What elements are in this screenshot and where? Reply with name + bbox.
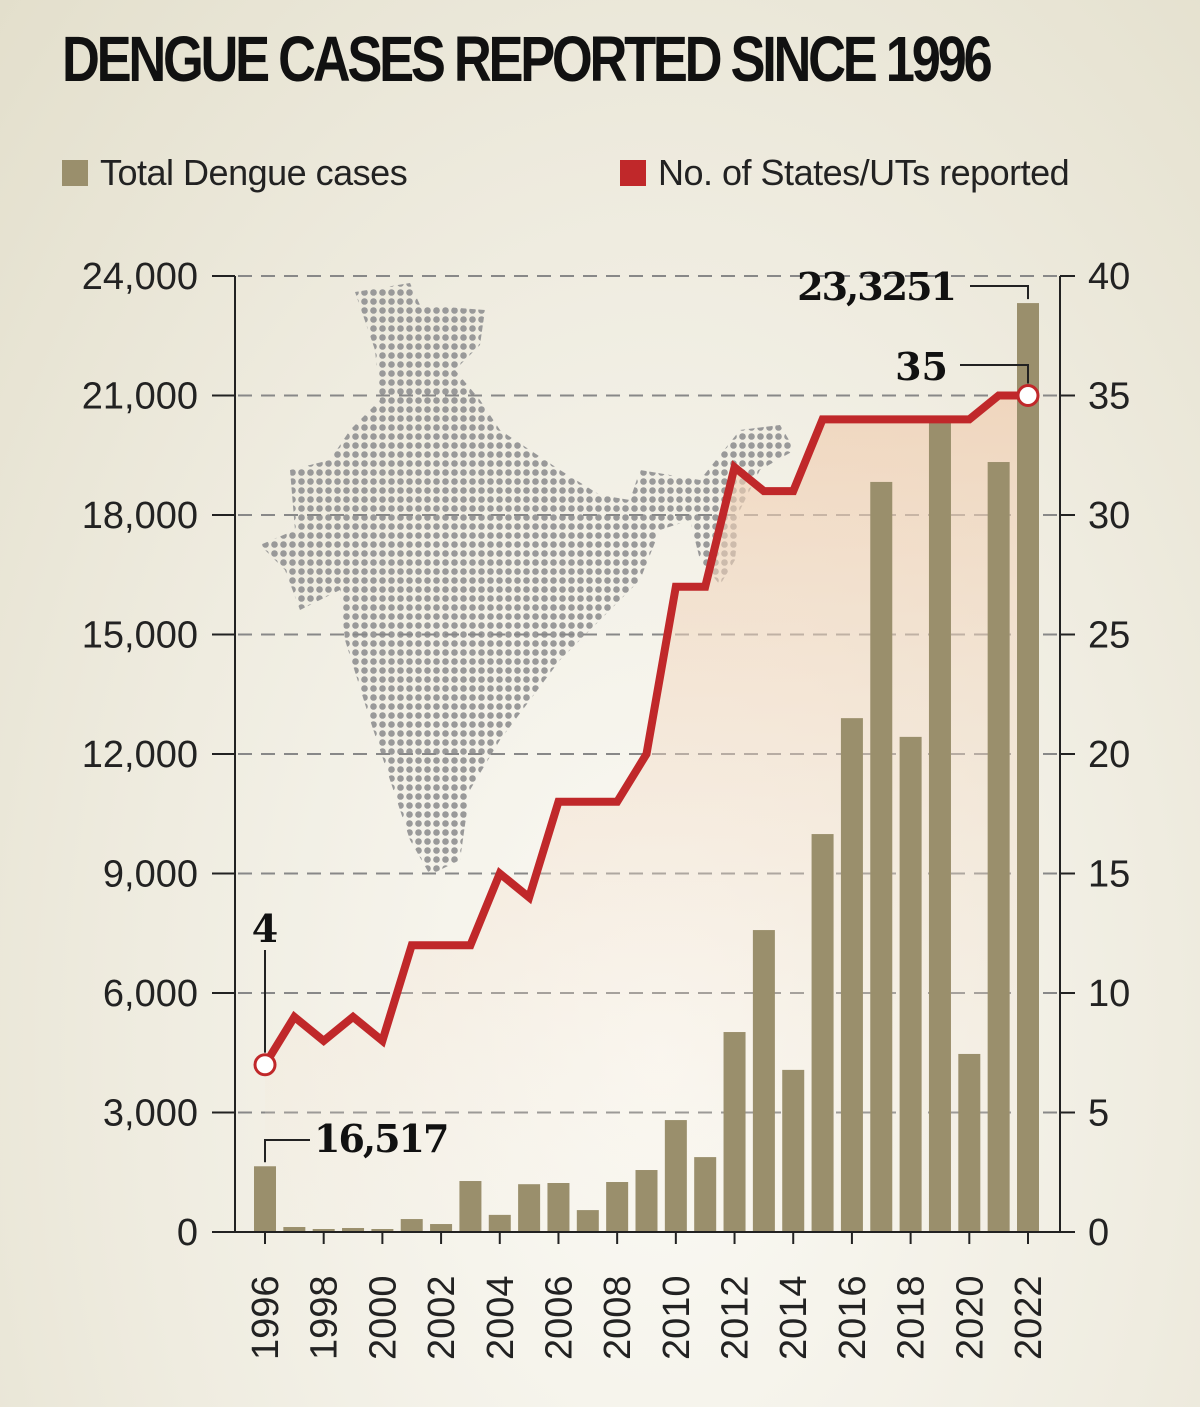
annotation-leader xyxy=(970,285,1029,300)
annotation-leader xyxy=(264,1139,310,1163)
x-tick-label: 2004 xyxy=(480,1275,522,1360)
left-tick-label: 0 xyxy=(177,1212,198,1254)
bar-2011 xyxy=(694,1157,717,1232)
x-tick-label: 2014 xyxy=(773,1275,815,1360)
bar-2001 xyxy=(400,1219,423,1232)
bar-1997 xyxy=(283,1227,306,1232)
bar-2015 xyxy=(811,834,834,1232)
left-tick-label: 9,000 xyxy=(103,854,198,896)
bar-2022 xyxy=(1017,303,1039,1232)
right-tick-label: 20 xyxy=(1088,734,1130,776)
legend-label-states: No. of States/UTs reported xyxy=(658,152,1070,193)
x-tick-label: 1996 xyxy=(245,1275,287,1360)
bar-1999 xyxy=(342,1228,365,1232)
chart-title: DENGUE CASES REPORTED SINCE 1996 xyxy=(62,23,993,95)
legend-swatch-states xyxy=(620,160,646,186)
x-tick-label: 2000 xyxy=(362,1275,404,1360)
left-tick-label: 12,000 xyxy=(82,734,198,776)
bar-2003 xyxy=(459,1181,482,1232)
right-tick-label: 15 xyxy=(1088,854,1130,896)
bar-2008 xyxy=(606,1182,629,1232)
x-tick-label: 2018 xyxy=(891,1275,933,1360)
bar-2010 xyxy=(664,1120,687,1232)
x-tick-label: 2016 xyxy=(832,1275,874,1360)
legend-item-states: No. of States/UTs reported xyxy=(620,152,1070,194)
x-tick-label: 2020 xyxy=(949,1275,991,1360)
bar-2014 xyxy=(782,1069,805,1232)
line-point-2022 xyxy=(1016,384,1040,407)
india-map-icon xyxy=(260,283,795,875)
line-fill-area xyxy=(265,395,1028,1232)
bar-2020 xyxy=(958,1053,981,1232)
left-tick-label: 15,000 xyxy=(82,615,198,657)
right-tick-label: 25 xyxy=(1088,615,1130,657)
bar-2005 xyxy=(518,1184,541,1232)
legend-item-cases: Total Dengue cases xyxy=(62,152,408,194)
bar-2017 xyxy=(870,481,893,1232)
bar-2019 xyxy=(928,420,951,1232)
left-tick-label: 24,000 xyxy=(82,256,198,298)
right-tick-label: 5 xyxy=(1088,1093,1109,1135)
left-tick-label: 18,000 xyxy=(82,495,198,537)
x-tick-label: 2010 xyxy=(656,1275,698,1360)
bar-2021 xyxy=(987,462,1010,1232)
left-tick-label: 21,000 xyxy=(82,376,198,418)
left-tick-label: 6,000 xyxy=(103,973,198,1015)
x-tick-label: 2006 xyxy=(538,1275,580,1360)
right-tick-label: 30 xyxy=(1088,495,1130,537)
annotation-2022-cases: 23,3251 xyxy=(797,264,955,309)
annotation-1996-states: 4 xyxy=(252,906,278,951)
legend-swatch-cases xyxy=(62,160,88,186)
bar-1996 xyxy=(254,1166,276,1232)
bar-2000 xyxy=(371,1229,394,1232)
bar-2016 xyxy=(840,718,863,1232)
left-tick-label: 3,000 xyxy=(103,1093,198,1135)
x-tick-label: 1998 xyxy=(304,1275,346,1360)
bar-2009 xyxy=(635,1170,658,1232)
right-tick-label: 35 xyxy=(1088,376,1130,418)
bar-2002 xyxy=(430,1224,453,1232)
annotation-2022-states: 35 xyxy=(895,344,948,389)
bar-2018 xyxy=(899,736,922,1232)
right-tick-label: 40 xyxy=(1088,256,1130,298)
annotation-1996-cases: 16,517 xyxy=(314,1116,447,1161)
bar-1998 xyxy=(312,1229,335,1232)
bar-2013 xyxy=(752,930,775,1232)
x-tick-label: 2012 xyxy=(715,1275,757,1360)
x-tick-label: 2002 xyxy=(421,1275,463,1360)
x-tick-label: 2022 xyxy=(1008,1275,1050,1360)
annotation-leader xyxy=(960,364,1029,384)
line-point-1996 xyxy=(253,1053,277,1077)
bar-2007 xyxy=(576,1210,599,1232)
right-tick-label: 0 xyxy=(1088,1212,1109,1254)
states-line xyxy=(261,391,1028,1067)
bar-2004 xyxy=(488,1214,511,1232)
bar-2012 xyxy=(723,1032,746,1232)
right-tick-label: 10 xyxy=(1088,973,1130,1015)
x-tick-label: 2008 xyxy=(597,1275,639,1360)
bar-2006 xyxy=(547,1183,570,1232)
legend-label-cases: Total Dengue cases xyxy=(100,152,408,193)
